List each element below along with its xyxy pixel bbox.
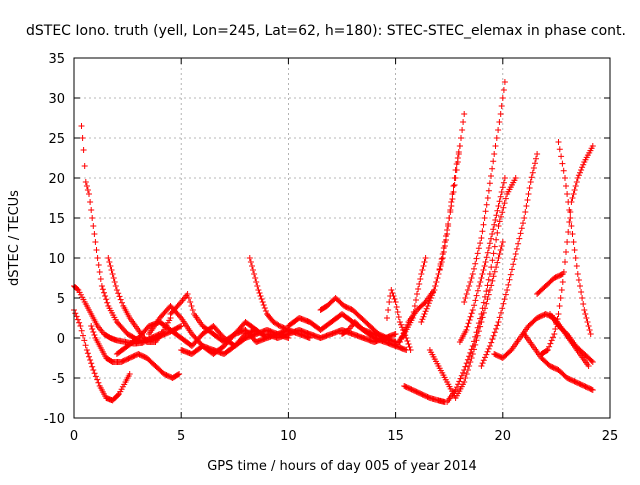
series-track (167, 291, 260, 345)
axis-ticks: 0 5 10 15 20 25 -10 -5 0 5 10 15 20 25 30 35 (44, 52, 619, 444)
series-track (71, 307, 133, 404)
data-point-markers (178, 327, 292, 357)
series-track (461, 79, 508, 305)
data-point-markers (396, 143, 463, 345)
series-track (456, 175, 508, 345)
y-tick-label: 10 (48, 252, 65, 267)
series-track (521, 331, 596, 393)
y-tick-label: 5 (57, 292, 65, 307)
x-tick-label: 5 (177, 429, 185, 444)
x-tick-label: 25 (602, 429, 619, 444)
data-points (71, 79, 596, 405)
y-tick-label: 15 (48, 212, 65, 227)
data-point-markers (478, 151, 541, 369)
series-track (538, 143, 596, 357)
data-point-markers (105, 255, 174, 345)
series-track (534, 271, 566, 297)
x-tick-label: 0 (70, 429, 78, 444)
y-axis-label: dSTEC / TECUs (7, 190, 22, 286)
x-tick-label: 15 (387, 429, 404, 444)
data-point-markers (339, 319, 410, 353)
y-tick-label: 35 (48, 52, 65, 67)
data-point-markers (521, 331, 596, 393)
x-tick-label: 20 (495, 429, 512, 444)
series-track (396, 143, 463, 345)
data-point-markers (461, 79, 508, 305)
y-tick-label: 30 (48, 92, 65, 107)
series-track (418, 111, 468, 325)
data-point-markers (555, 139, 594, 337)
series-track (317, 295, 390, 341)
series-track (555, 139, 594, 337)
series-track (339, 319, 410, 353)
data-point-markers (534, 271, 566, 297)
chart-title: dSTEC Iono. truth (yell, Lon=245, Lat=62… (26, 23, 626, 39)
series-track (178, 327, 292, 357)
data-point-markers (418, 111, 468, 325)
y-tick-label: -10 (44, 412, 65, 427)
data-point-markers (317, 295, 390, 341)
data-point-markers (167, 291, 260, 345)
series-track (88, 323, 183, 381)
data-point-markers (71, 307, 133, 404)
data-point-markers (538, 143, 596, 357)
data-point-markers (444, 175, 519, 405)
y-tick-label: 25 (48, 132, 65, 147)
data-point-markers (426, 239, 506, 401)
data-point-markers (547, 311, 596, 365)
data-point-markers (401, 383, 448, 405)
series-track (478, 151, 541, 369)
y-tick-label: 20 (48, 172, 65, 187)
data-point-markers (456, 175, 508, 345)
series-track (105, 255, 174, 345)
series-track (444, 175, 519, 405)
plot-frame (73, 57, 611, 419)
y-tick-label: -5 (52, 372, 65, 387)
y-tick-label: 0 (57, 332, 65, 347)
x-axis-label: GPS time / hours of day 005 of year 2014 (207, 459, 477, 474)
series-track (547, 311, 596, 365)
data-point-markers (88, 323, 183, 381)
x-tick-label: 10 (280, 429, 297, 444)
series-track (401, 383, 448, 405)
series-track (426, 239, 506, 401)
